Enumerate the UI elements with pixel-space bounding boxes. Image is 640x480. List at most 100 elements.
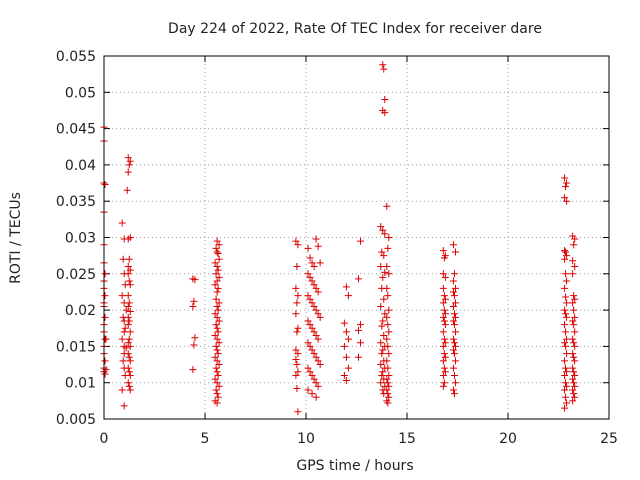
data-point bbox=[440, 379, 448, 387]
data-point bbox=[562, 293, 570, 301]
data-point bbox=[214, 328, 222, 336]
data-point bbox=[213, 324, 221, 332]
data-point bbox=[563, 277, 571, 285]
data-point bbox=[124, 235, 132, 243]
data-point bbox=[340, 319, 348, 327]
data-point bbox=[381, 109, 389, 117]
data-point bbox=[377, 339, 385, 347]
data-point bbox=[385, 234, 393, 241]
y-axis-title: ROTI / TECUs bbox=[8, 192, 24, 284]
data-point bbox=[101, 357, 109, 365]
data-point bbox=[380, 295, 388, 303]
data-point bbox=[377, 302, 385, 310]
data-point bbox=[570, 241, 578, 249]
data-point bbox=[570, 306, 578, 314]
data-point bbox=[118, 292, 126, 300]
data-point bbox=[213, 357, 221, 365]
data-point bbox=[312, 332, 320, 340]
data-point bbox=[379, 317, 387, 325]
data-point bbox=[441, 321, 449, 329]
data-point bbox=[562, 393, 570, 401]
data-point bbox=[569, 350, 577, 358]
data-point bbox=[120, 328, 128, 336]
data-point bbox=[384, 399, 392, 407]
data-point bbox=[561, 371, 569, 379]
x-tick-label: 15 bbox=[398, 431, 416, 447]
y-tick-label: 0.02 bbox=[65, 303, 96, 319]
x-tick-label: 5 bbox=[201, 431, 210, 447]
data-point bbox=[190, 341, 198, 349]
data-point bbox=[570, 292, 578, 300]
data-point bbox=[126, 357, 134, 365]
data-point bbox=[124, 168, 132, 176]
data-point bbox=[379, 61, 387, 69]
data-point bbox=[383, 357, 391, 365]
data-point bbox=[355, 275, 363, 283]
data-point bbox=[308, 324, 316, 332]
y-tick-label: 0.045 bbox=[56, 122, 96, 138]
data-point bbox=[450, 310, 458, 318]
data-point bbox=[310, 263, 318, 271]
data-point bbox=[292, 237, 300, 245]
data-point bbox=[439, 371, 447, 379]
data-point bbox=[215, 382, 223, 390]
data-point bbox=[570, 339, 578, 347]
data-point bbox=[126, 386, 134, 394]
data-point bbox=[563, 252, 571, 260]
data-point bbox=[451, 299, 459, 307]
data-point bbox=[561, 339, 569, 347]
y-tick-label: 0.005 bbox=[56, 412, 96, 428]
data-point bbox=[211, 353, 219, 361]
data-point bbox=[561, 306, 569, 314]
data-point bbox=[439, 357, 447, 365]
data-point bbox=[571, 328, 579, 336]
data-point bbox=[308, 259, 316, 267]
data-point bbox=[344, 292, 352, 300]
data-point bbox=[125, 299, 133, 307]
data-point bbox=[119, 255, 127, 263]
data-point bbox=[308, 390, 316, 398]
data-point bbox=[101, 292, 109, 300]
data-point bbox=[344, 364, 352, 372]
data-point bbox=[304, 244, 312, 252]
data-point bbox=[211, 332, 219, 340]
x-tick-label: 10 bbox=[297, 431, 315, 447]
data-point bbox=[377, 263, 385, 271]
data-point bbox=[214, 306, 222, 314]
data-point bbox=[379, 346, 387, 354]
data-point bbox=[571, 263, 579, 271]
data-point bbox=[294, 368, 302, 376]
data-point bbox=[449, 335, 457, 343]
data-point bbox=[304, 386, 312, 394]
data-point bbox=[213, 379, 221, 387]
data-point bbox=[125, 368, 133, 376]
data-point bbox=[310, 281, 318, 289]
data-point bbox=[385, 371, 393, 379]
data-point bbox=[314, 242, 322, 250]
y-tick-label: 0.04 bbox=[65, 158, 96, 174]
data-point bbox=[212, 321, 220, 329]
data-point bbox=[124, 339, 132, 347]
data-point bbox=[213, 263, 221, 271]
data-point bbox=[292, 346, 300, 354]
data-point bbox=[314, 335, 322, 343]
data-point bbox=[211, 375, 219, 383]
data-point bbox=[125, 317, 133, 325]
data-point bbox=[562, 342, 570, 350]
data-point bbox=[121, 324, 129, 332]
data-point bbox=[450, 292, 458, 300]
data-point bbox=[308, 299, 316, 307]
data-point bbox=[293, 361, 301, 369]
data-point bbox=[451, 379, 459, 387]
data-point bbox=[385, 328, 393, 336]
data-point bbox=[449, 288, 457, 296]
data-point bbox=[292, 310, 300, 318]
data-point bbox=[294, 408, 302, 416]
data-point bbox=[292, 371, 300, 379]
data-point bbox=[214, 249, 222, 257]
data-point bbox=[571, 295, 579, 303]
chart-title: Day 224 of 2022, Rate Of TEC Index for r… bbox=[168, 21, 542, 37]
data-point bbox=[440, 306, 448, 314]
data-point bbox=[571, 371, 579, 379]
data-point bbox=[381, 268, 389, 276]
